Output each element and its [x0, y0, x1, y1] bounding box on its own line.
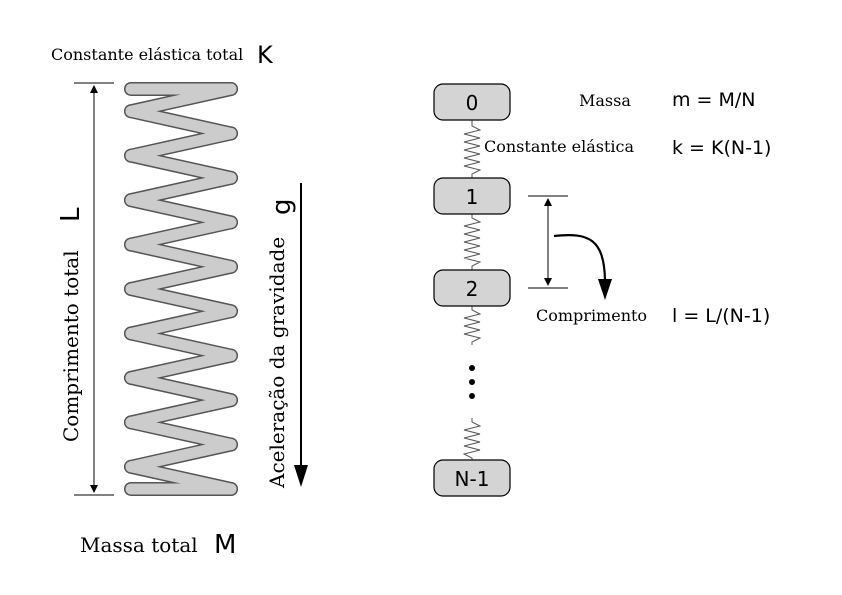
coil-segment — [125, 216, 237, 251]
spring-1-2 — [463, 214, 482, 270]
mass-1-label: 1 — [466, 185, 479, 209]
spring-up-n1 — [462, 418, 482, 460]
mass-0: 0 — [433, 83, 511, 121]
mass-1: 1 — [433, 177, 511, 215]
coil-segment — [125, 305, 237, 339]
mass-0-label: 0 — [466, 91, 479, 115]
total-length-label: Comprimento total — [59, 250, 83, 442]
coil-segment — [125, 416, 237, 451]
segment-length-label: Comprimento — [536, 306, 647, 325]
left-panel: Constante elástica total K Comprimento t… — [51, 41, 308, 560]
segment-length-dimension — [528, 195, 568, 289]
spring-0-1 — [463, 120, 482, 178]
coil-spring — [124, 82, 238, 496]
length-pointer-arrow — [553, 234, 612, 300]
coil-segment — [125, 394, 237, 428]
coil-segment — [125, 127, 237, 162]
mass-label: Massa — [579, 91, 631, 110]
spring-constant-label: Constante elástica — [484, 137, 634, 156]
segment-length-formula: l = L/(N-1) — [672, 305, 770, 327]
total-spring-constant-symbol: K — [257, 41, 274, 69]
coil-segment — [125, 83, 237, 117]
mass-n-minus-1: N-1 — [433, 459, 511, 497]
mass-2-label: 2 — [466, 277, 479, 301]
coil-segment — [125, 327, 237, 362]
total-length-dimension — [74, 82, 114, 496]
coil-segment — [125, 172, 237, 206]
total-mass-symbol: M — [214, 530, 236, 560]
coil-segment — [125, 372, 237, 406]
total-spring-constant-label: Constante elástica total — [51, 45, 243, 64]
mass-formula: m = M/N — [672, 89, 756, 111]
spring-2-down — [463, 306, 482, 345]
gravity-symbol: g — [267, 198, 297, 215]
mass-n-minus-1-label: N-1 — [455, 467, 490, 491]
coil-segment — [125, 194, 237, 228]
coil-segment — [125, 439, 237, 473]
gravity-arrow — [294, 183, 308, 487]
ellipsis — [469, 365, 475, 399]
coil-segment — [125, 239, 237, 273]
gravity-label: Aceleração da gravidade — [265, 237, 289, 489]
total-mass-label: Massa total — [80, 533, 198, 557]
coil-segment — [125, 105, 237, 139]
coil-segment — [125, 150, 237, 184]
spring-constant-formula: k = K(N-1) — [672, 137, 771, 159]
coil-segment — [125, 350, 237, 384]
total-length-symbol: L — [56, 207, 86, 222]
mass-2: 2 — [433, 269, 511, 307]
coil-segment — [125, 283, 237, 317]
coil-segment — [125, 261, 237, 295]
right-panel: 0 1 2 N-1 Ma — [433, 83, 771, 497]
